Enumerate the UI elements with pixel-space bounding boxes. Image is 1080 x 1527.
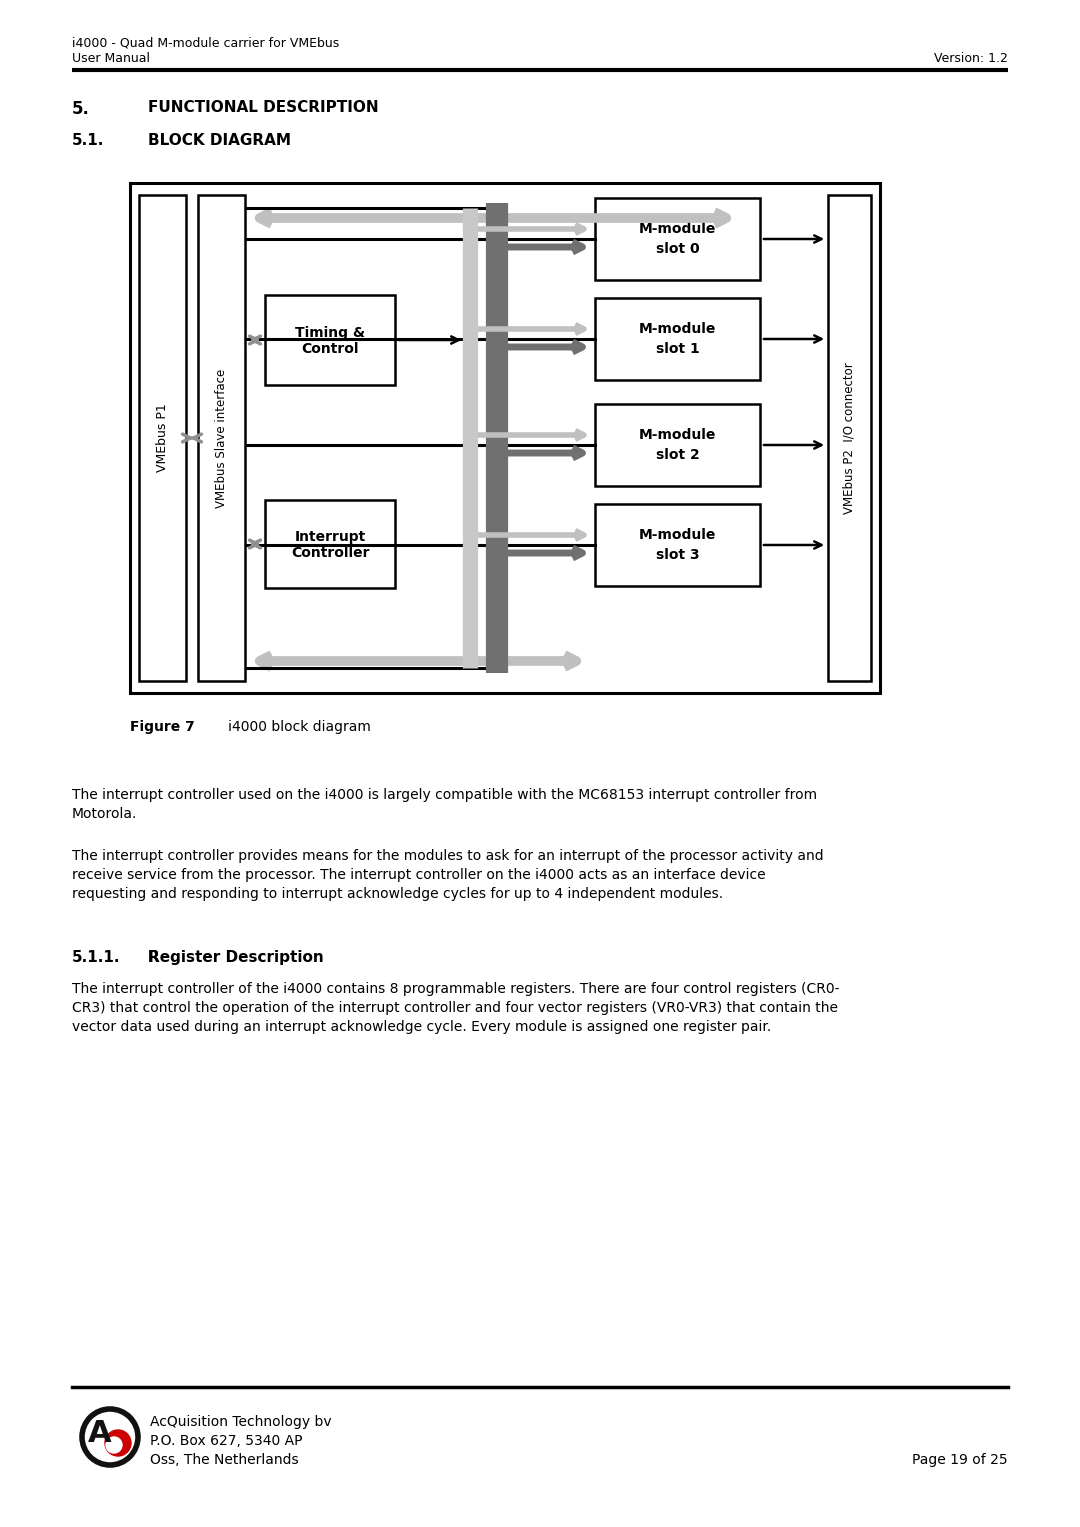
Text: Controller: Controller <box>291 547 369 560</box>
Text: Interrupt: Interrupt <box>295 530 366 544</box>
Bar <box>265 499 395 588</box>
Text: R: R <box>148 950 160 965</box>
Text: Figure 7: Figure 7 <box>130 721 194 734</box>
Text: Version: 1.2: Version: 1.2 <box>934 52 1008 66</box>
Bar <box>139 195 186 681</box>
Text: AcQuisition Technology bv: AcQuisition Technology bv <box>150 1416 332 1429</box>
Text: Motorola.: Motorola. <box>72 806 137 822</box>
Text: Oss, The Netherlands: Oss, The Netherlands <box>150 1454 299 1467</box>
Bar <box>198 195 245 681</box>
Text: Register Description: Register Description <box>148 950 324 965</box>
Text: receive service from the processor. The interrupt controller on the i4000 acts a: receive service from the processor. The … <box>72 867 766 883</box>
Circle shape <box>106 1437 122 1454</box>
Bar <box>595 405 760 486</box>
Text: BLOCK DIAGRAM: BLOCK DIAGRAM <box>148 133 291 148</box>
Text: VMEbus P1: VMEbus P1 <box>156 403 168 472</box>
Text: M-module
slot 3: M-module slot 3 <box>638 528 716 562</box>
Text: 5.1.: 5.1. <box>72 133 105 148</box>
Text: FUNCTIONAL DESCRIPTION: FUNCTIONAL DESCRIPTION <box>148 99 379 115</box>
Bar <box>595 199 760 279</box>
Bar <box>595 298 760 380</box>
Text: VMEbus Slave interface: VMEbus Slave interface <box>215 368 228 507</box>
Text: M-module
slot 2: M-module slot 2 <box>638 428 716 461</box>
Text: i4000 block diagram: i4000 block diagram <box>215 721 370 734</box>
Text: 5.1.1.: 5.1.1. <box>72 950 121 965</box>
Text: requesting and responding to interrupt acknowledge cycles for up to 4 independen: requesting and responding to interrupt a… <box>72 887 724 901</box>
Bar <box>130 183 880 693</box>
Circle shape <box>105 1429 131 1457</box>
Text: Timing &: Timing & <box>295 325 365 341</box>
Text: P.O. Box 627, 5340 AP: P.O. Box 627, 5340 AP <box>150 1434 302 1448</box>
Text: User Manual: User Manual <box>72 52 150 66</box>
Text: The interrupt controller of the i4000 contains 8 programmable registers. There a: The interrupt controller of the i4000 co… <box>72 982 839 996</box>
Text: Page 19 of 25: Page 19 of 25 <box>913 1454 1008 1467</box>
Text: vector data used during an interrupt acknowledge cycle. Every module is assigned: vector data used during an interrupt ack… <box>72 1020 771 1034</box>
Text: M-module
slot 0: M-module slot 0 <box>638 223 716 255</box>
Text: 5.: 5. <box>72 99 90 118</box>
Text: CR3) that control the operation of the interrupt controller and four vector regi: CR3) that control the operation of the i… <box>72 1002 838 1015</box>
Bar <box>265 295 395 385</box>
Text: A: A <box>89 1419 112 1448</box>
Text: i4000 - Quad M-module carrier for VMEbus: i4000 - Quad M-module carrier for VMEbus <box>72 37 339 49</box>
Text: The interrupt controller provides means for the modules to ask for an interrupt : The interrupt controller provides means … <box>72 849 824 863</box>
Text: VMEbus P2  I/O connector: VMEbus P2 I/O connector <box>843 362 856 515</box>
Text: M-module
slot 1: M-module slot 1 <box>638 322 716 356</box>
Text: The interrupt controller used on the i4000 is largely compatible with the MC6815: The interrupt controller used on the i40… <box>72 788 818 802</box>
Bar <box>595 504 760 586</box>
Bar <box>828 195 870 681</box>
Text: Control: Control <box>301 342 359 356</box>
